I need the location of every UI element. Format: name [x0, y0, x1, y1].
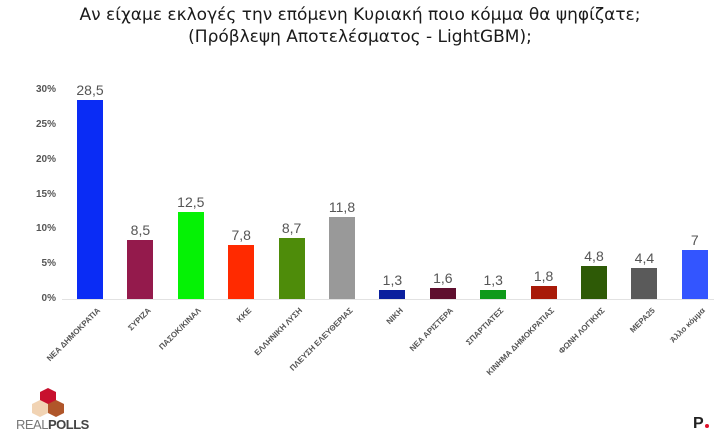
bar	[429, 287, 456, 299]
bar-value-label: 1,8	[533, 268, 554, 285]
chart-title-line1: Αν είχαμε εκλογές την επόμενη Κυριακή πο…	[79, 5, 641, 25]
bar-value-label: 1,6	[433, 269, 453, 286]
bar-value-label: 28,5	[76, 82, 104, 99]
publisher-logo-dot	[704, 424, 709, 428]
x-tick-label: ΝΕΑ ΑΡΙΣΤΕΡΑ	[408, 306, 456, 354]
y-tick-label: 15%	[35, 188, 56, 200]
x-tick-label: ΜΕΡΑ25	[628, 306, 657, 335]
bar-value-label: 4,4	[634, 250, 655, 267]
bar	[480, 289, 507, 299]
bar	[631, 268, 658, 299]
x-tick-label: ΠΑΣΟΚ/ΚΙΝΑΛ	[157, 306, 204, 352]
x-tick-label: ΝΕΑ ΔΗΜΟΚΡΑΤΙΑ	[45, 306, 103, 364]
bar	[278, 238, 305, 299]
bar-value-label: 7,8	[231, 226, 251, 243]
y-tick-label: 30%	[35, 84, 56, 95]
bar-value-label: 7	[690, 232, 699, 249]
bar	[581, 265, 607, 299]
bar-value-label: 1,3	[483, 271, 503, 288]
y-tick-label: 10%	[35, 223, 56, 235]
bar	[379, 289, 406, 299]
bar	[530, 286, 557, 299]
y-tick-label: 5%	[41, 258, 56, 270]
bar	[329, 216, 355, 299]
y-tick-label: 25%	[35, 118, 56, 130]
chart-title: Αν είχαμε εκλογές την επόμενη Κυριακή πο…	[0, 4, 720, 48]
realpolls-word-real: REAL	[16, 417, 48, 432]
publisher-logo: P	[693, 415, 709, 433]
realpolls-cubes-icon	[32, 388, 64, 417]
bar	[681, 250, 708, 299]
bar	[127, 239, 154, 299]
x-tick-label: ΝΙΚΗ	[384, 306, 405, 327]
x-tick-label: ΕΛΛΗΝΙΚΗ ΛΥΣΗ	[252, 306, 304, 358]
bar	[77, 100, 103, 299]
realpolls-wordmark: REALPOLLS	[16, 417, 89, 432]
y-tick-label: 20%	[35, 153, 56, 165]
x-tick-label: ΣΥΡΙΖΑ	[126, 306, 153, 333]
x-axis-line	[62, 299, 714, 300]
bar-value-label: 8,7	[281, 220, 302, 237]
x-tick-label: ΦΩΝΗ ΛΟΓΙΚΗΣ	[556, 306, 607, 356]
publisher-logo-letter: P	[693, 415, 704, 432]
bar-value-label: 11,8	[328, 198, 356, 215]
chart-title-line2: (Πρόβλεψη Αποτελέσματος - LightGBM);	[188, 27, 532, 47]
x-tick-label: Άλλο κόμμα	[668, 306, 708, 345]
x-tick-label: ΣΠΑΡΤΙΑΤΕΣ	[464, 306, 506, 347]
bar	[228, 244, 255, 299]
bar-value-label: 4,8	[584, 247, 604, 264]
y-tick-label: 0%	[41, 293, 56, 304]
realpolls-logo	[18, 386, 88, 438]
realpolls-word-polls: POLLS	[47, 417, 89, 432]
bar-value-label: 8,5	[130, 221, 151, 238]
bar-value-label: 12,5	[177, 193, 205, 210]
bar-value-label: 1,3	[382, 271, 403, 288]
bar	[177, 211, 204, 299]
x-tick-label: ΚΚΕ	[235, 306, 254, 325]
